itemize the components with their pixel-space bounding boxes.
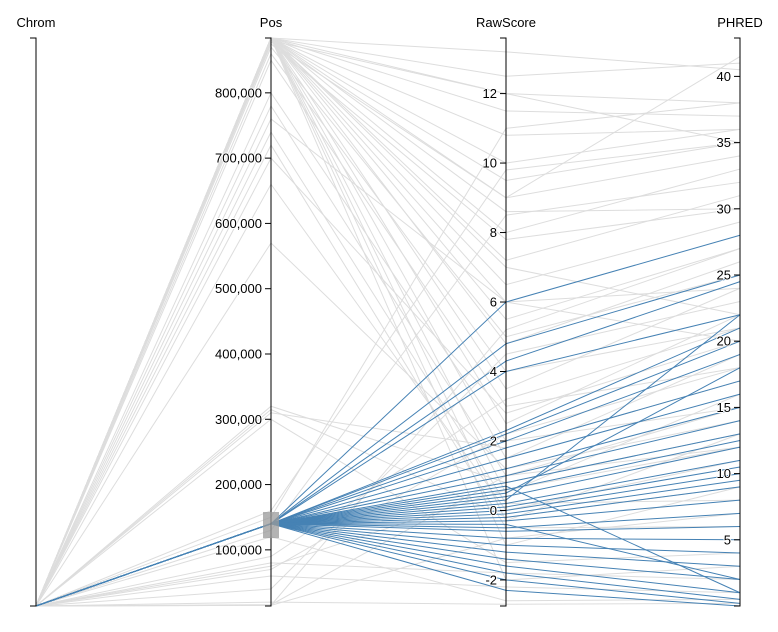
unselected-line — [35, 142, 741, 607]
unselected-line — [35, 104, 741, 607]
axis-pos[interactable]: 100,000 200,000 300,000 400,000 500,000 600,0… — [215, 37, 272, 607]
axis-line — [734, 37, 741, 607]
selected-line — [35, 523, 741, 607]
axis-phred[interactable]: 5 10 15 20 25 30 35 40 — [717, 37, 741, 607]
unselected-line — [35, 327, 741, 607]
axis-title-rawscore[interactable]: RawScore — [476, 15, 536, 30]
tick-label: 2 — [490, 433, 497, 448]
unselected-line — [35, 181, 741, 607]
tick-label: 12 — [483, 86, 497, 101]
tick-label: 35 — [717, 135, 731, 150]
selected-line — [35, 274, 741, 607]
unselected-line — [35, 446, 741, 607]
axis-line — [500, 37, 507, 607]
selected-line — [35, 466, 741, 607]
selected-line — [35, 327, 741, 607]
unselected-line — [35, 367, 741, 607]
unselected-line — [35, 562, 741, 607]
tick-label: 200,000 — [215, 477, 262, 492]
tick-label: 30 — [717, 201, 731, 216]
unselected-line — [35, 91, 741, 607]
tick-label: 0 — [490, 503, 497, 518]
unselected-line — [35, 601, 741, 607]
axis-rawscore[interactable]: -2 0 2 4 6 8 10 12 — [483, 37, 507, 607]
tick-label: 6 — [490, 295, 497, 310]
tick-label: 10 — [483, 156, 497, 171]
tick-label: 800,000 — [215, 85, 262, 100]
axis-chrom[interactable] — [30, 37, 37, 607]
axis-line — [265, 37, 272, 607]
tick-label: 8 — [490, 225, 497, 240]
tick-label: 4 — [490, 364, 497, 379]
axis-title-chrom[interactable]: Chrom — [16, 15, 55, 30]
unselected-line — [35, 418, 741, 607]
axis-line — [30, 37, 37, 607]
selected-line — [35, 523, 741, 607]
unselected-line — [35, 144, 741, 607]
unselected-line — [35, 536, 741, 607]
tick-label: 700,000 — [215, 151, 262, 166]
tick-label: 15 — [717, 400, 731, 415]
unselected-line — [35, 118, 741, 607]
tick-label: 5 — [724, 532, 731, 547]
unselected-line — [35, 248, 741, 607]
tick-label: 600,000 — [215, 216, 262, 231]
unselected-line — [35, 52, 741, 607]
unselected-line — [35, 405, 741, 607]
tick-label: 300,000 — [215, 412, 262, 427]
selected-line — [35, 523, 741, 607]
selected-line — [35, 523, 741, 607]
selected-lines — [35, 234, 741, 607]
pos-brush-selection[interactable] — [263, 511, 279, 539]
unselected-lines — [35, 36, 741, 607]
unselected-line — [35, 242, 741, 607]
tick-label: 400,000 — [215, 346, 262, 361]
selected-line — [35, 523, 741, 607]
unselected-line — [35, 59, 741, 607]
tick-label: 100,000 — [215, 542, 262, 557]
selected-line — [35, 485, 741, 607]
unselected-line — [35, 46, 741, 607]
tick-label: 500,000 — [215, 281, 262, 296]
selected-line — [35, 523, 741, 607]
unselected-line — [35, 300, 741, 607]
tick-label: 20 — [717, 334, 731, 349]
unselected-line — [35, 575, 741, 607]
unselected-line — [35, 157, 741, 607]
axes: 100,000 200,000 300,000 400,000 500,000 600,0… — [30, 37, 741, 607]
selected-line — [35, 523, 741, 607]
selected-line — [35, 523, 741, 607]
tick-label: 10 — [717, 466, 731, 481]
unselected-line — [35, 102, 741, 607]
tick-label: 25 — [717, 267, 731, 282]
selected-line — [35, 523, 741, 607]
axis-title-pos[interactable]: Pos — [260, 15, 283, 30]
unselected-line — [35, 183, 741, 607]
tick-label: -2 — [485, 572, 497, 587]
selected-line — [35, 523, 741, 607]
unselected-line — [35, 43, 741, 607]
tick-label: 40 — [717, 69, 731, 84]
selected-line — [35, 446, 741, 607]
axis-title-phred[interactable]: PHRED — [717, 15, 763, 30]
